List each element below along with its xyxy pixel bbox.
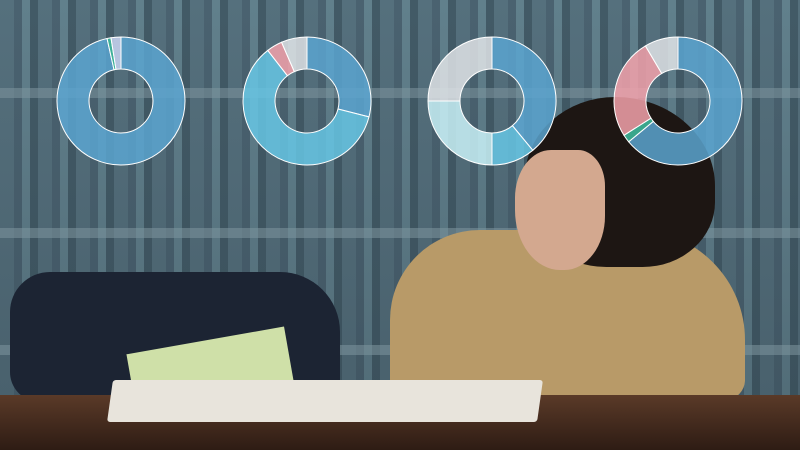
donut-3-segment-1 (491, 36, 557, 152)
donut-chart-4 (613, 36, 743, 166)
donut-chart-2 (242, 36, 372, 166)
donut-1-segment-1 (56, 36, 186, 166)
student-face (515, 150, 605, 270)
donut-2-segment-2 (242, 49, 370, 166)
donut-chart-1 (56, 36, 186, 166)
bookshelf (0, 88, 800, 98)
donut-3-segment-4 (427, 36, 493, 102)
donut-2-segment-1 (306, 36, 372, 118)
donut-2-segment-4 (280, 36, 308, 73)
donut-3-segment-3 (427, 100, 493, 166)
bookshelf (0, 228, 800, 238)
donut-1-segment-3 (110, 36, 122, 70)
donut-4-segment-1 (627, 36, 743, 166)
open-book (107, 380, 543, 422)
donut-4-segment-4 (644, 36, 679, 75)
donut-4-segment-3 (613, 45, 663, 136)
donut-chart-3 (427, 36, 557, 166)
